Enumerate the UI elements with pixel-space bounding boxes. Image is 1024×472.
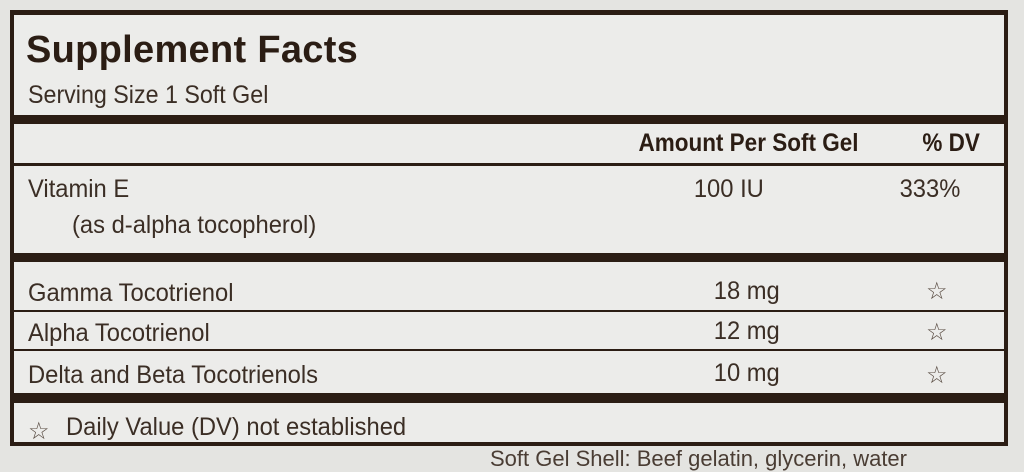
nutrient-name: Alpha Tocotrienol [28, 319, 210, 347]
nutrient-amount: 100 IU [693, 175, 764, 203]
divider [14, 163, 1004, 166]
nutrient-name: Vitamin E [28, 175, 130, 203]
header-dv: % DV [922, 129, 980, 157]
nutrient-name: Delta and Beta Tocotrienols [28, 361, 319, 389]
nutrient-source: (as d-alpha tocopherol) [72, 211, 317, 239]
divider-thick [14, 115, 1004, 124]
star-icon: ☆ [926, 362, 948, 389]
star-icon: ☆ [926, 319, 948, 346]
divider [14, 310, 1004, 312]
ingredients-text-cropped: Soft Gel Shell: Beef gelatin, glycerin, … [490, 446, 907, 471]
star-icon: ☆ [926, 278, 948, 305]
supplement-facts-panel: Supplement Facts Serving Size 1 Soft Gel… [10, 10, 1008, 446]
nutrient-name: Gamma Tocotrienol [28, 279, 234, 307]
divider [14, 349, 1004, 351]
divider-thick [14, 253, 1004, 262]
divider-thick [14, 393, 1004, 403]
footnote-text: Daily Value (DV) not established [66, 413, 407, 441]
serving-size: Serving Size 1 Soft Gel [28, 81, 269, 109]
nutrient-dv: 333% [899, 175, 961, 203]
panel-title: Supplement Facts [26, 29, 359, 71]
nutrient-amount: 12 mg [713, 317, 780, 345]
nutrient-amount: 10 mg [713, 359, 780, 387]
nutrient-amount: 18 mg [713, 277, 780, 305]
star-icon: ☆ [28, 418, 50, 445]
header-amount: Amount Per Soft Gel [637, 129, 858, 157]
